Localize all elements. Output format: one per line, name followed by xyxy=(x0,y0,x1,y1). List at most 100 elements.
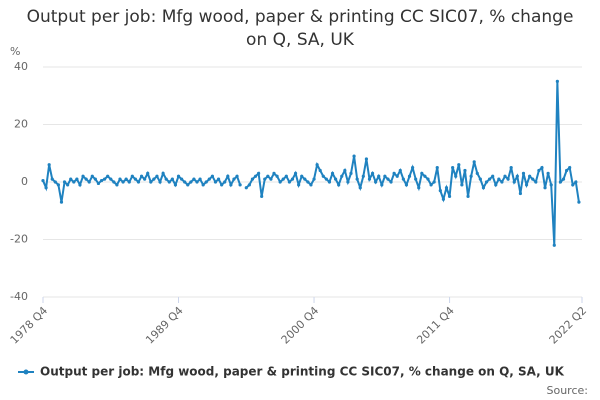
point xyxy=(337,183,341,187)
point xyxy=(284,174,288,178)
point xyxy=(300,174,304,178)
point xyxy=(59,200,64,204)
point xyxy=(186,183,190,187)
point xyxy=(417,186,421,190)
point xyxy=(216,177,221,181)
point xyxy=(106,174,110,178)
point xyxy=(318,168,322,173)
y-tick-label: -40 xyxy=(10,290,28,303)
point xyxy=(429,183,433,187)
point xyxy=(531,177,535,181)
point xyxy=(543,186,547,190)
point xyxy=(454,174,458,178)
point xyxy=(503,174,507,178)
point xyxy=(146,171,150,175)
point xyxy=(232,177,236,181)
x-tick-label: 2000 Q4 xyxy=(279,304,322,347)
point xyxy=(451,166,455,170)
point xyxy=(167,180,171,184)
point xyxy=(540,166,544,170)
point xyxy=(398,168,402,173)
point xyxy=(361,174,365,178)
point xyxy=(401,177,405,181)
point xyxy=(466,194,470,198)
point xyxy=(460,183,464,187)
point xyxy=(509,166,513,170)
point xyxy=(521,171,526,175)
point xyxy=(69,177,73,181)
point xyxy=(103,177,107,181)
point xyxy=(118,177,122,181)
point xyxy=(321,174,325,178)
point xyxy=(346,180,350,184)
point xyxy=(96,181,101,186)
legend-label: Output per job: Mfg wood, paper & printi… xyxy=(40,365,565,379)
point xyxy=(50,177,54,181)
y-tick-label: -20 xyxy=(10,233,28,246)
point xyxy=(392,171,396,175)
point xyxy=(358,186,362,190)
point xyxy=(303,177,307,181)
point xyxy=(534,180,538,184)
point xyxy=(444,186,449,190)
point xyxy=(170,177,174,181)
point xyxy=(297,183,301,187)
point xyxy=(152,177,156,181)
point xyxy=(87,180,91,184)
point xyxy=(66,183,70,187)
point xyxy=(266,174,270,178)
point xyxy=(93,177,97,181)
point xyxy=(423,174,427,178)
point xyxy=(192,177,196,181)
point xyxy=(269,177,273,181)
point xyxy=(260,194,264,198)
point xyxy=(500,180,504,184)
point xyxy=(528,174,532,178)
point xyxy=(47,163,51,167)
point xyxy=(558,180,563,184)
point xyxy=(469,174,473,178)
point xyxy=(330,171,335,175)
point xyxy=(247,183,251,187)
point xyxy=(112,180,116,184)
point xyxy=(447,194,452,198)
point xyxy=(161,171,165,175)
source: Source: xyxy=(547,384,589,397)
point xyxy=(109,177,113,181)
point xyxy=(552,243,556,247)
point xyxy=(210,174,214,178)
point xyxy=(173,183,178,187)
point xyxy=(515,174,519,178)
point xyxy=(488,177,492,181)
point xyxy=(565,168,569,173)
point xyxy=(435,166,439,170)
point xyxy=(414,177,418,181)
point xyxy=(189,180,193,184)
point xyxy=(253,174,258,178)
point xyxy=(41,178,45,183)
point xyxy=(370,171,375,175)
point xyxy=(472,160,476,164)
point xyxy=(139,174,144,178)
point xyxy=(81,174,85,178)
point xyxy=(278,180,282,184)
point xyxy=(407,174,412,178)
point xyxy=(491,174,495,178)
point xyxy=(561,177,566,181)
point xyxy=(56,183,61,187)
point xyxy=(195,180,199,184)
point xyxy=(207,177,211,181)
point xyxy=(524,183,529,187)
point xyxy=(506,177,510,181)
y-tick-label: 20 xyxy=(14,118,28,131)
point xyxy=(343,168,347,173)
point xyxy=(78,183,82,187)
point xyxy=(546,171,550,175)
point xyxy=(198,177,202,181)
point xyxy=(293,171,298,175)
point xyxy=(549,183,553,187)
point xyxy=(244,186,248,190)
point xyxy=(223,180,227,184)
